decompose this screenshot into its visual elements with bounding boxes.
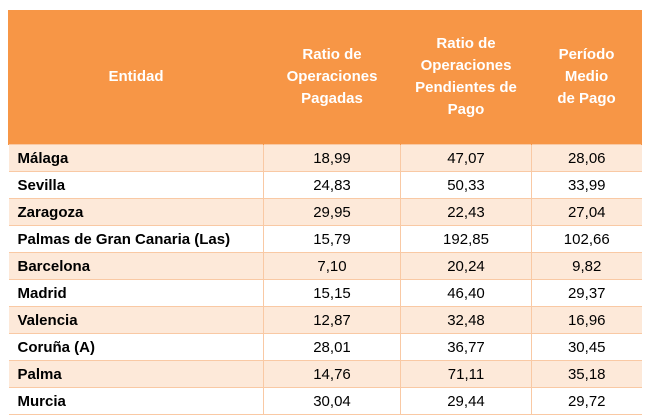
table-row: Madrid 15,15 46,40 29,37 <box>8 279 642 307</box>
cell-ratio-pendientes: 36,77 <box>400 333 532 361</box>
cell-entidad: Barcelona <box>8 252 264 280</box>
cell-periodo-medio: 35,18 <box>531 360 642 388</box>
header-row: Entidad Ratio de Operaciones Pagadas Rat… <box>8 10 642 145</box>
cell-ratio-pagadas: 18,99 <box>263 144 401 172</box>
header-entidad: Entidad <box>8 10 264 145</box>
table-row: Zaragoza 29,95 22,43 27,04 <box>8 198 642 226</box>
table-row: Murcia 30,04 29,44 29,72 <box>8 387 642 415</box>
cell-entidad: Palmas de Gran Canaria (Las) <box>8 225 264 253</box>
cell-periodo-medio: 16,96 <box>531 306 642 334</box>
cell-ratio-pendientes: 71,11 <box>400 360 532 388</box>
cell-ratio-pendientes: 46,40 <box>400 279 532 307</box>
header-periodo-medio-pago: Período Medio de Pago <box>531 10 642 145</box>
table-row: Málaga 18,99 47,07 28,06 <box>8 144 642 172</box>
cell-ratio-pagadas: 15,15 <box>263 279 401 307</box>
table-row: Coruña (A) 28,01 36,77 30,45 <box>8 333 642 361</box>
cell-ratio-pendientes: 22,43 <box>400 198 532 226</box>
cell-entidad: Murcia <box>8 387 264 415</box>
cell-ratio-pagadas: 12,87 <box>263 306 401 334</box>
cell-periodo-medio: 33,99 <box>531 171 642 199</box>
table-row: Barcelona 7,10 20,24 9,82 <box>8 252 642 280</box>
header-ratio-operaciones-pagadas: Ratio de Operaciones Pagadas <box>263 10 401 145</box>
cell-ratio-pagadas: 29,95 <box>263 198 401 226</box>
cell-ratio-pendientes: 32,48 <box>400 306 532 334</box>
table-body: Málaga 18,99 47,07 28,06 Sevilla 24,83 50,33 33… <box>8 144 642 415</box>
cell-ratio-pagadas: 24,83 <box>263 171 401 199</box>
cell-ratio-pendientes: 20,24 <box>400 252 532 280</box>
table-row: Palmas de Gran Canaria (Las) 15,79 192,85 1… <box>8 225 642 253</box>
table-row: Valencia 12,87 32,48 16,96 <box>8 306 642 334</box>
cell-periodo-medio: 27,04 <box>531 198 642 226</box>
cell-ratio-pagadas: 28,01 <box>263 333 401 361</box>
cell-ratio-pendientes: 192,85 <box>400 225 532 253</box>
cell-periodo-medio: 102,66 <box>531 225 642 253</box>
header-ratio-operaciones-pendientes: Ratio de Operaciones Pendientes de Pago <box>400 10 532 145</box>
cell-entidad: Madrid <box>8 279 264 307</box>
table-header: Entidad Ratio de Operaciones Pagadas Rat… <box>8 10 642 145</box>
cell-ratio-pendientes: 29,44 <box>400 387 532 415</box>
cell-entidad: Zaragoza <box>8 198 264 226</box>
cell-entidad: Málaga <box>8 144 264 172</box>
cell-periodo-medio: 29,72 <box>531 387 642 415</box>
cell-ratio-pendientes: 50,33 <box>400 171 532 199</box>
cell-periodo-medio: 28,06 <box>531 144 642 172</box>
cell-ratio-pagadas: 15,79 <box>263 225 401 253</box>
cell-entidad: Valencia <box>8 306 264 334</box>
table-row: Palma 14,76 71,11 35,18 <box>8 360 642 388</box>
cell-ratio-pendientes: 47,07 <box>400 144 532 172</box>
payment-ratios-table: Entidad Ratio de Operaciones Pagadas Rat… <box>8 10 642 415</box>
cell-ratio-pagadas: 7,10 <box>263 252 401 280</box>
cell-entidad: Palma <box>8 360 264 388</box>
cell-periodo-medio: 30,45 <box>531 333 642 361</box>
data-table-container: Entidad Ratio de Operaciones Pagadas Rat… <box>8 10 642 415</box>
cell-entidad: Sevilla <box>8 171 264 199</box>
cell-periodo-medio: 29,37 <box>531 279 642 307</box>
cell-entidad: Coruña (A) <box>8 333 264 361</box>
cell-ratio-pagadas: 30,04 <box>263 387 401 415</box>
cell-ratio-pagadas: 14,76 <box>263 360 401 388</box>
cell-periodo-medio: 9,82 <box>531 252 642 280</box>
table-row: Sevilla 24,83 50,33 33,99 <box>8 171 642 199</box>
